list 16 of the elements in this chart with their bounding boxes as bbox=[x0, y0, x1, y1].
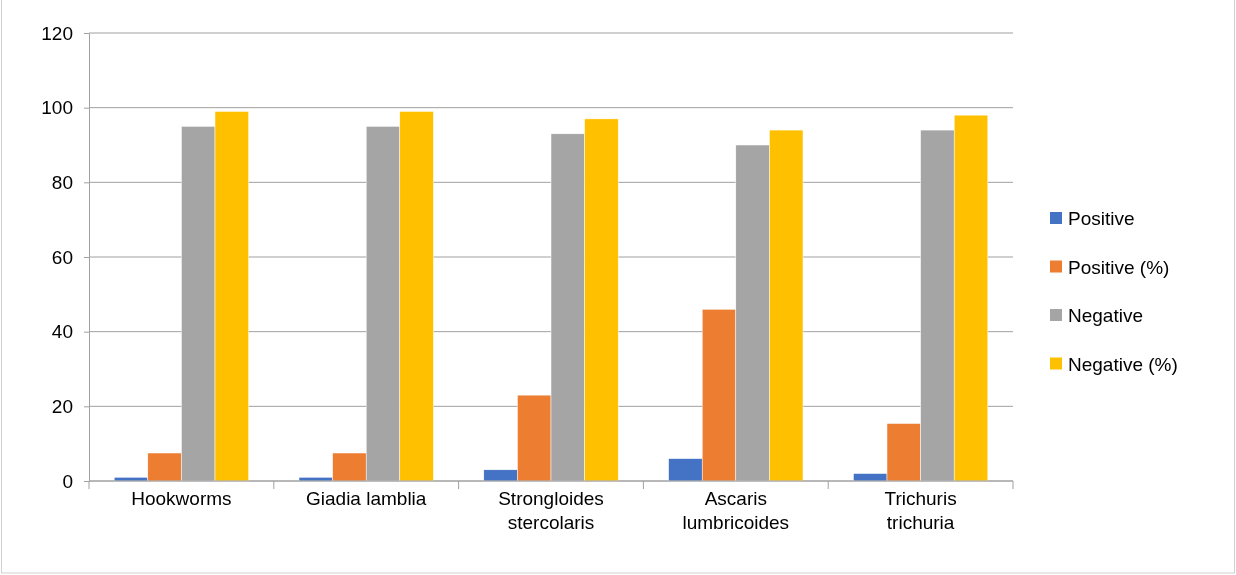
x-tick-label: Strongloides stercolaris bbox=[498, 487, 604, 533]
x-tick-label: Giadia lamblia bbox=[306, 487, 427, 509]
y-tick-label: 120 bbox=[41, 22, 73, 44]
legend-label: Negative (%) bbox=[1068, 353, 1178, 375]
y-tick-label: 60 bbox=[51, 246, 73, 268]
legend-label: Negative bbox=[1068, 305, 1143, 326]
legend-label: Positive (%) bbox=[1068, 256, 1170, 278]
x-tick-label: Hookworms bbox=[131, 487, 232, 509]
y-tick-label: 80 bbox=[51, 171, 73, 193]
x-tick-label: Trichuris trichuria bbox=[884, 487, 957, 533]
x-tick-label: Ascaris lumbricoides bbox=[682, 487, 790, 533]
y-tick-label: 0 bbox=[62, 470, 73, 492]
y-tick-label: 20 bbox=[51, 395, 73, 417]
legend-label: Positive bbox=[1068, 208, 1135, 229]
y-tick-label: 100 bbox=[41, 97, 73, 119]
y-tick-label: 40 bbox=[51, 321, 73, 343]
